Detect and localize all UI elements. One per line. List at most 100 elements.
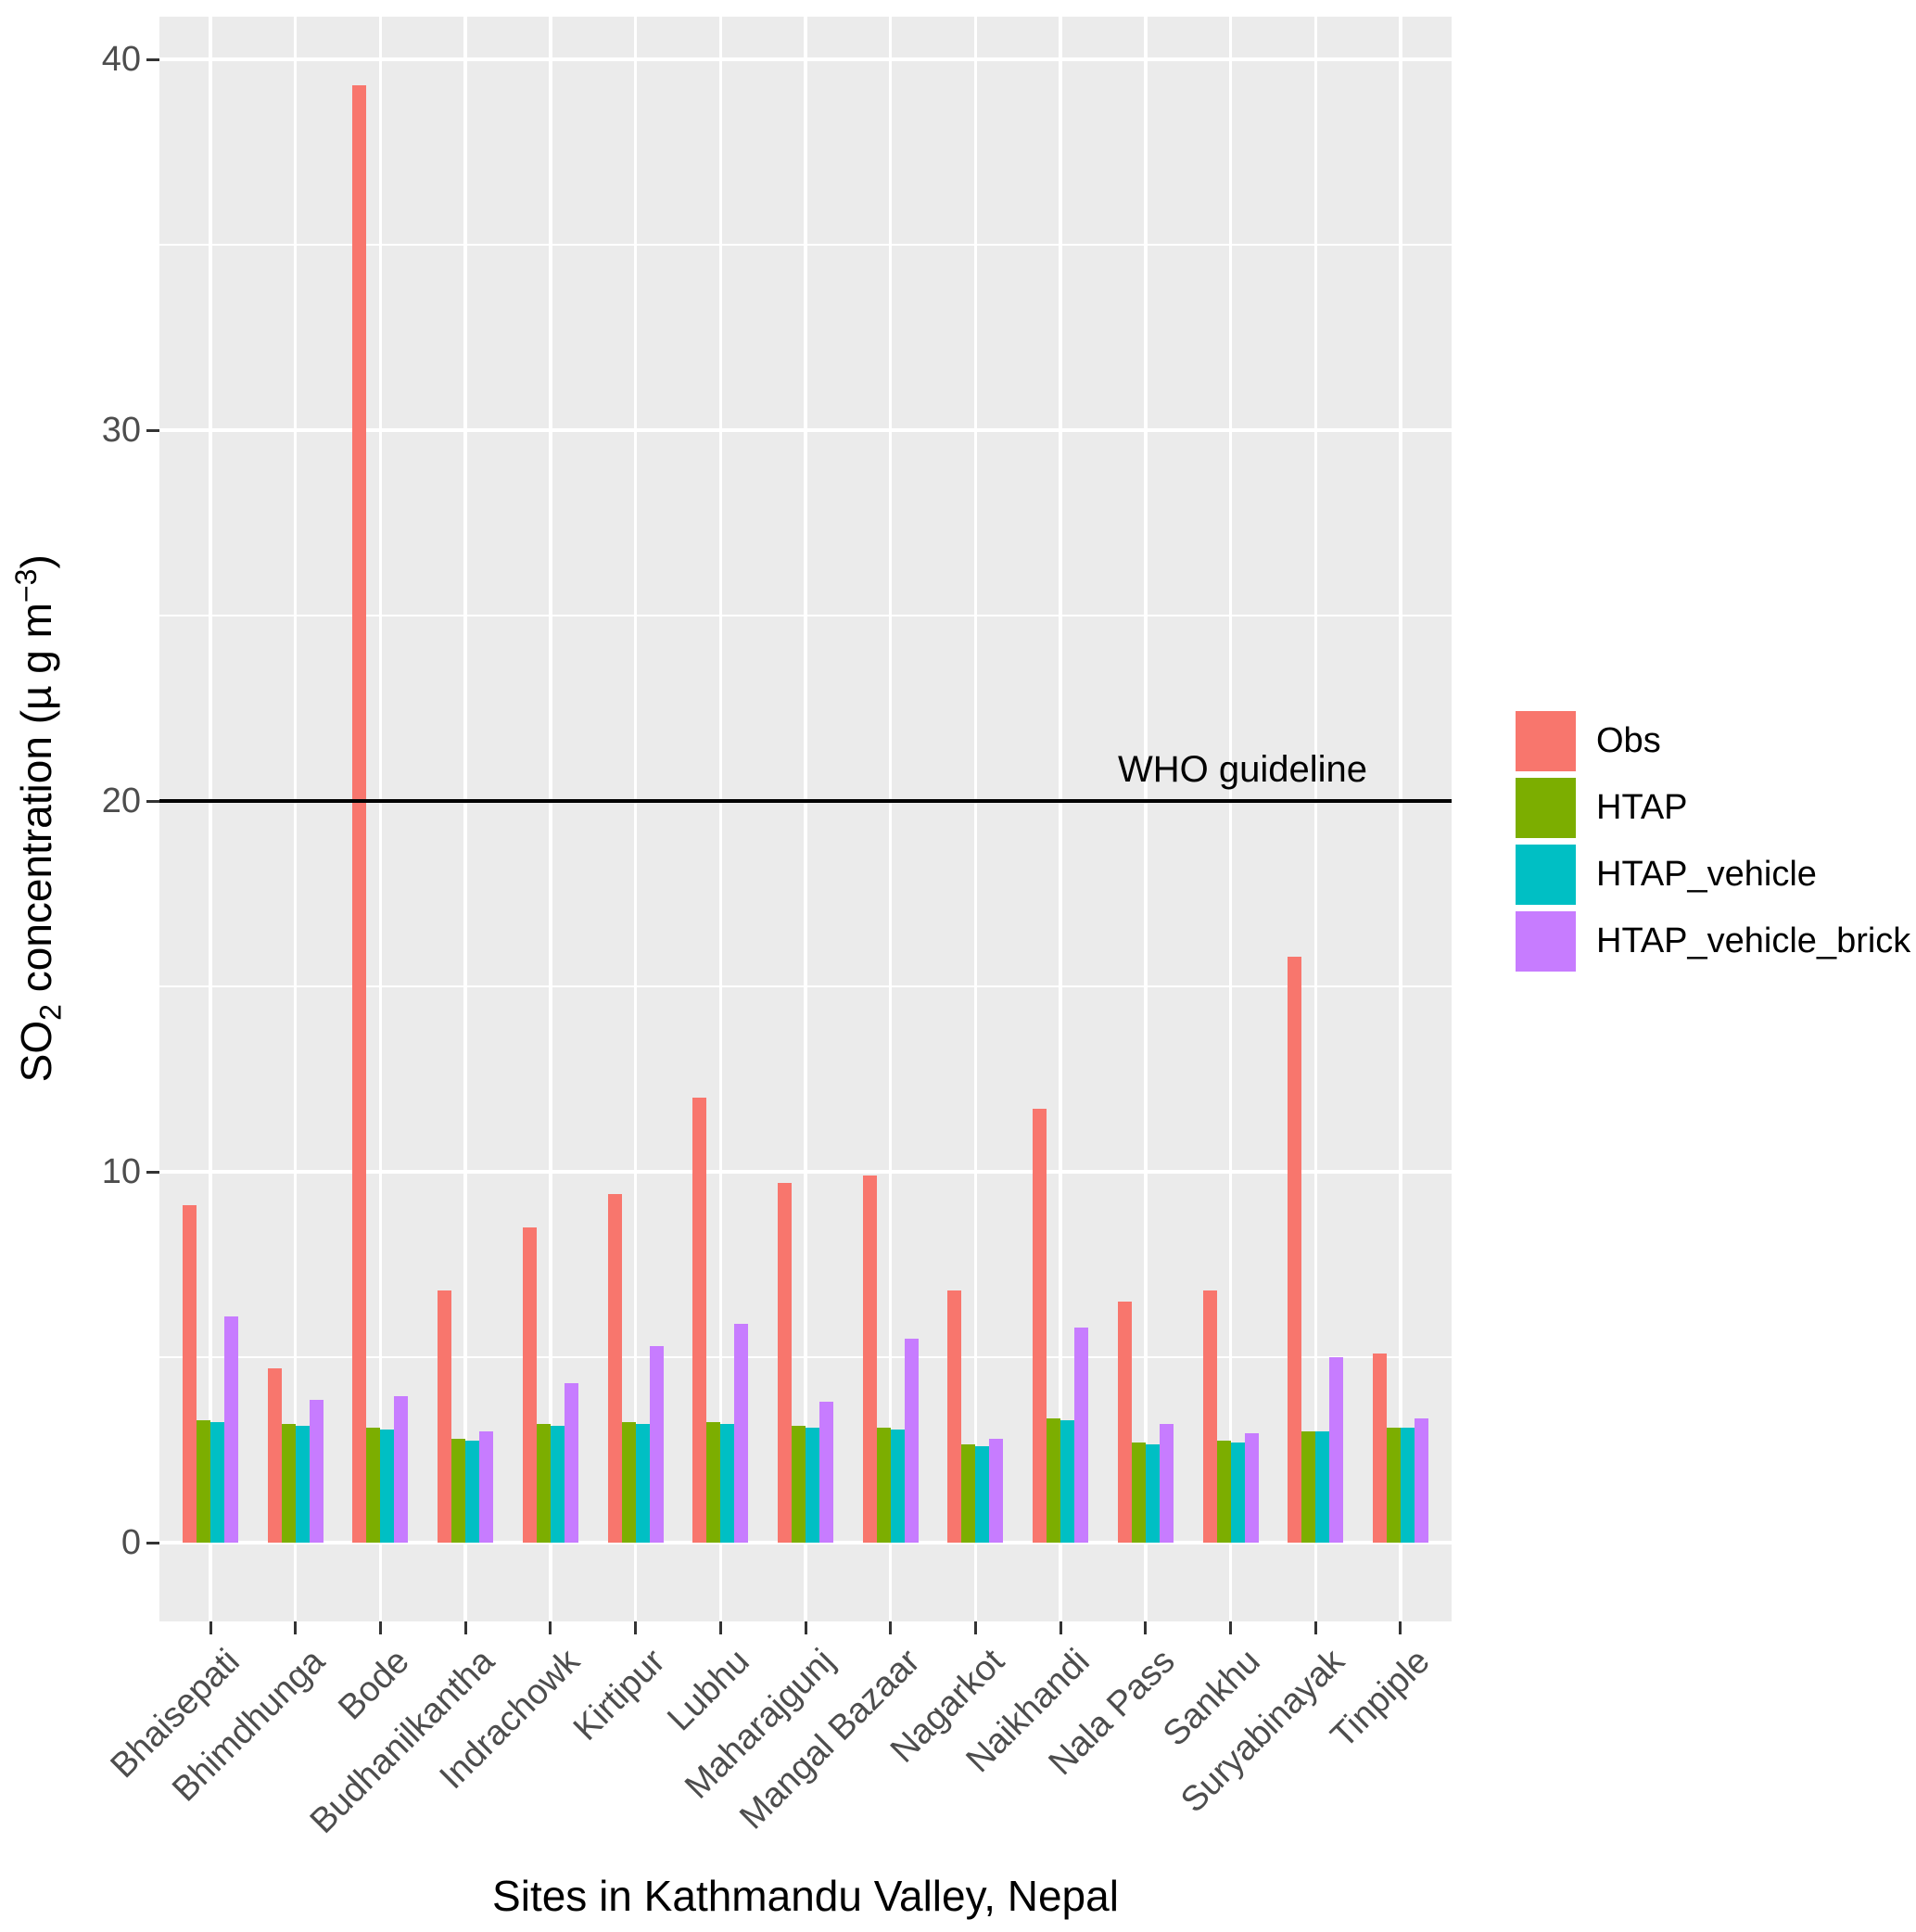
bar-HTAP xyxy=(1386,1428,1401,1543)
major-gridline-x xyxy=(1059,17,1062,1621)
bar-Obs xyxy=(862,1176,877,1543)
bar-HTAP_vehicle xyxy=(295,1426,310,1543)
bar-Obs xyxy=(1288,957,1302,1543)
x-axis-title: Sites in Kathmandu Valley, Nepal xyxy=(492,1872,1119,1920)
bar-HTAP xyxy=(451,1439,466,1543)
bar-HTAP_vehicle_brick xyxy=(649,1346,664,1543)
bar-Obs xyxy=(1117,1302,1132,1543)
bar-HTAP xyxy=(792,1426,806,1543)
bar-HTAP_vehicle xyxy=(1145,1444,1160,1543)
major-gridline-x xyxy=(1228,17,1233,1621)
major-gridline-x xyxy=(718,17,723,1621)
y-tick-label: 10 xyxy=(101,1152,141,1191)
y-axis-title-wrap: SO2 concentration (µ g m−3) xyxy=(9,0,69,1637)
bar-HTAP_vehicle_brick xyxy=(479,1431,494,1543)
bar-Obs xyxy=(352,85,367,1543)
bar-HTAP_vehicle_brick xyxy=(394,1396,409,1543)
bar-HTAP xyxy=(876,1428,891,1543)
bar-HTAP_vehicle_brick xyxy=(1244,1433,1259,1543)
bar-HTAP xyxy=(706,1422,721,1543)
y-axis-title-sup: −3 xyxy=(9,568,44,604)
bar-HTAP_vehicle_brick xyxy=(1159,1424,1174,1543)
bar-HTAP_vehicle xyxy=(720,1424,735,1543)
bar-HTAP_vehicle xyxy=(975,1446,990,1543)
legend-swatch xyxy=(1516,778,1576,838)
y-tick-label: 20 xyxy=(101,782,141,820)
bar-Obs xyxy=(183,1205,197,1543)
legend-label: Obs xyxy=(1596,721,1661,760)
y-axis-title: SO2 concentration (µ g m−3) xyxy=(9,554,69,1082)
bar-HTAP xyxy=(1047,1418,1061,1543)
bar-Obs xyxy=(1202,1290,1217,1543)
bar-HTAP_vehicle_brick xyxy=(1414,1418,1428,1543)
bar-HTAP xyxy=(197,1420,211,1543)
major-gridline-x xyxy=(1313,17,1317,1621)
bar-Obs xyxy=(267,1368,282,1543)
x-tick-mark xyxy=(209,1621,212,1634)
major-gridline-x xyxy=(633,17,638,1621)
legend-item: HTAP_vehicle xyxy=(1516,845,1910,905)
bar-HTAP xyxy=(1131,1443,1146,1543)
bar-HTAP_vehicle xyxy=(806,1428,819,1543)
bar-HTAP_vehicle xyxy=(465,1441,480,1543)
bar-HTAP_vehicle_brick xyxy=(224,1316,239,1543)
bar-HTAP xyxy=(281,1424,296,1543)
x-tick-mark xyxy=(549,1621,552,1634)
bar-HTAP_vehicle xyxy=(1400,1428,1415,1543)
y-tick-label: 40 xyxy=(101,40,141,79)
x-tick-mark xyxy=(1059,1621,1062,1634)
x-tick-mark xyxy=(1399,1621,1402,1634)
bar-HTAP_vehicle_brick xyxy=(734,1324,749,1543)
bar-HTAP xyxy=(1216,1441,1231,1543)
bar-HTAP_vehicle_brick xyxy=(564,1383,578,1543)
bar-Obs xyxy=(1372,1354,1387,1543)
major-gridline-x xyxy=(293,17,298,1621)
bar-HTAP xyxy=(961,1444,976,1543)
bar-HTAP_vehicle xyxy=(890,1430,905,1543)
bar-Obs xyxy=(607,1194,622,1543)
major-gridline-x xyxy=(973,17,978,1621)
who-guideline-label: WHO guideline xyxy=(1117,749,1367,790)
bar-HTAP_vehicle xyxy=(380,1430,395,1543)
legend-item: HTAP xyxy=(1516,778,1910,838)
y-axis-title-pre: SO xyxy=(12,1021,61,1083)
legend: Obs HTAP HTAP_vehicle HTAP_vehicle_brick xyxy=(1516,711,1910,972)
y-tick-mark xyxy=(146,428,159,432)
legend-label: HTAP_vehicle_brick xyxy=(1596,922,1911,960)
bar-HTAP xyxy=(536,1424,551,1543)
x-tick-mark xyxy=(634,1621,638,1634)
x-tick-mark xyxy=(1144,1621,1148,1634)
bar-HTAP_vehicle xyxy=(1060,1420,1075,1543)
who-guideline-line xyxy=(159,799,1452,803)
bar-HTAP_vehicle xyxy=(210,1422,225,1543)
bar-HTAP_vehicle_brick xyxy=(904,1339,919,1543)
bar-HTAP xyxy=(366,1428,381,1543)
legend-swatch xyxy=(1516,711,1576,771)
x-tick-mark xyxy=(973,1621,977,1634)
legend-label: HTAP_vehicle xyxy=(1596,855,1817,894)
bar-HTAP_vehicle_brick xyxy=(309,1400,324,1543)
y-tick-label: 30 xyxy=(101,411,141,450)
bar-Obs xyxy=(692,1098,707,1543)
y-axis-title-mid: concentration (µ g m xyxy=(12,603,61,1005)
x-tick-mark xyxy=(889,1621,893,1634)
bar-HTAP_vehicle xyxy=(1230,1443,1245,1543)
x-tick-mark xyxy=(1229,1621,1233,1634)
x-tick-mark xyxy=(1313,1621,1317,1634)
bar-HTAP_vehicle_brick xyxy=(1329,1357,1344,1543)
major-gridline-x xyxy=(378,17,383,1621)
legend-item: Obs xyxy=(1516,711,1910,771)
y-axis-title-post: ) xyxy=(12,554,61,569)
y-tick-mark xyxy=(146,57,159,61)
bar-HTAP_vehicle xyxy=(635,1424,650,1543)
bar-HTAP xyxy=(621,1422,636,1543)
bar-HTAP_vehicle_brick xyxy=(819,1402,833,1543)
y-tick-label: 0 xyxy=(121,1523,141,1562)
bar-HTAP xyxy=(1301,1431,1316,1543)
bar-HTAP_vehicle xyxy=(550,1426,565,1543)
bar-HTAP_vehicle_brick xyxy=(989,1439,1004,1543)
bar-Obs xyxy=(947,1290,962,1543)
x-tick-mark xyxy=(804,1621,807,1634)
x-tick-mark xyxy=(378,1621,382,1634)
x-tick-mark xyxy=(294,1621,298,1634)
